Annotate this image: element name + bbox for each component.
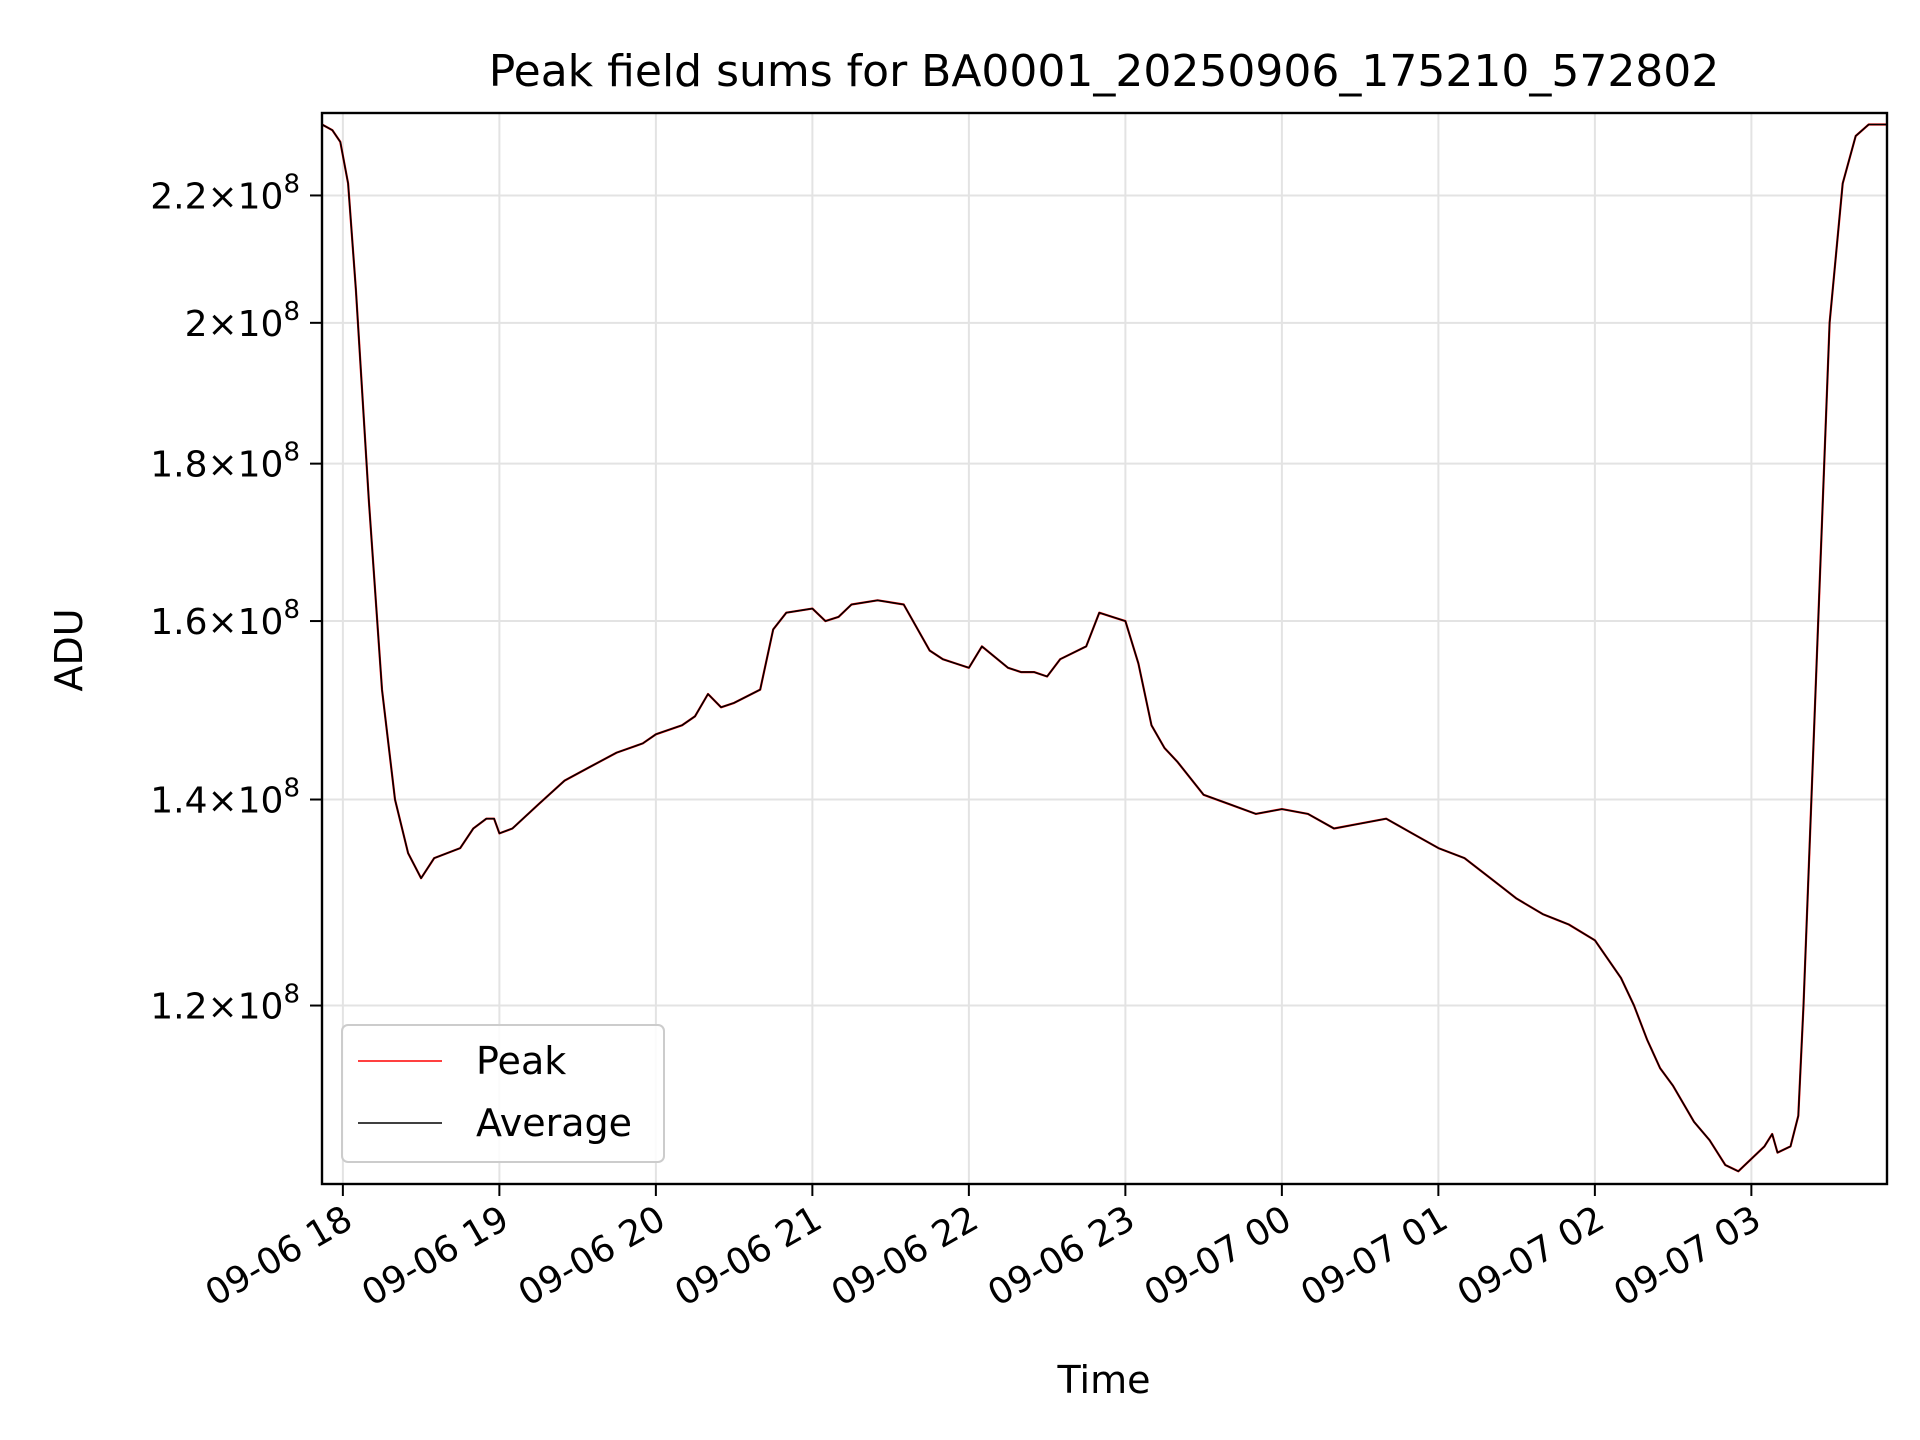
y-axis-label: ADU xyxy=(47,608,91,691)
y-tick-label: 1.8×108 xyxy=(150,438,300,486)
series-line-average xyxy=(321,123,1887,1173)
y-tick-label: 1.4×108 xyxy=(150,774,300,822)
legend-peak-label: Peak xyxy=(476,1039,566,1083)
legend-box xyxy=(341,1024,665,1163)
y-tick-label: 1.6×108 xyxy=(150,595,300,643)
grid xyxy=(322,113,1887,1184)
y-tick-label: 1.2×108 xyxy=(150,980,300,1028)
chart-title: Peak field sums for BA0001_20250906_1752… xyxy=(489,46,1720,97)
plot-frame xyxy=(320,111,1889,1186)
y-axis: 1.2×108 1.4×108 1.6×108 1.8×108 2×108 2.2×108 xyxy=(150,169,322,1028)
series-layer xyxy=(321,123,1887,1173)
legend-average-label: Average xyxy=(476,1101,632,1145)
y-tick-label: 2×108 xyxy=(185,297,300,345)
y-tick-label: 2.2×108 xyxy=(150,169,300,217)
x-axis-label: Time xyxy=(1057,1358,1151,1402)
legend: Peak Average xyxy=(341,1024,665,1163)
